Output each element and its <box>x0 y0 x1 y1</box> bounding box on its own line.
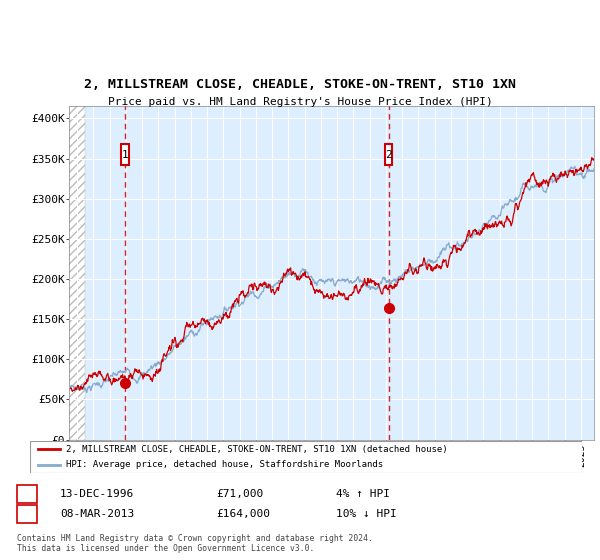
Text: 2: 2 <box>23 509 30 519</box>
Text: 2, MILLSTREAM CLOSE, CHEADLE, STOKE-ON-TRENT, ST10 1XN: 2, MILLSTREAM CLOSE, CHEADLE, STOKE-ON-T… <box>84 78 516 91</box>
Text: 13-DEC-1996: 13-DEC-1996 <box>60 489 134 499</box>
Text: 1: 1 <box>122 150 128 160</box>
Text: £71,000: £71,000 <box>216 489 263 499</box>
Text: £164,000: £164,000 <box>216 509 270 519</box>
Text: 1: 1 <box>23 489 30 499</box>
FancyBboxPatch shape <box>121 144 128 165</box>
Text: 2, MILLSTREAM CLOSE, CHEADLE, STOKE-ON-TRENT, ST10 1XN (detached house): 2, MILLSTREAM CLOSE, CHEADLE, STOKE-ON-T… <box>66 445 448 454</box>
Text: Price paid vs. HM Land Registry's House Price Index (HPI): Price paid vs. HM Land Registry's House … <box>107 97 493 108</box>
FancyBboxPatch shape <box>385 144 392 165</box>
Text: 10% ↓ HPI: 10% ↓ HPI <box>336 509 397 519</box>
Text: 4% ↑ HPI: 4% ↑ HPI <box>336 489 390 499</box>
Text: 2: 2 <box>385 150 392 160</box>
Text: Contains HM Land Registry data © Crown copyright and database right 2024.
This d: Contains HM Land Registry data © Crown c… <box>17 534 373 553</box>
Text: 08-MAR-2013: 08-MAR-2013 <box>60 509 134 519</box>
Text: HPI: Average price, detached house, Staffordshire Moorlands: HPI: Average price, detached house, Staf… <box>66 460 383 469</box>
